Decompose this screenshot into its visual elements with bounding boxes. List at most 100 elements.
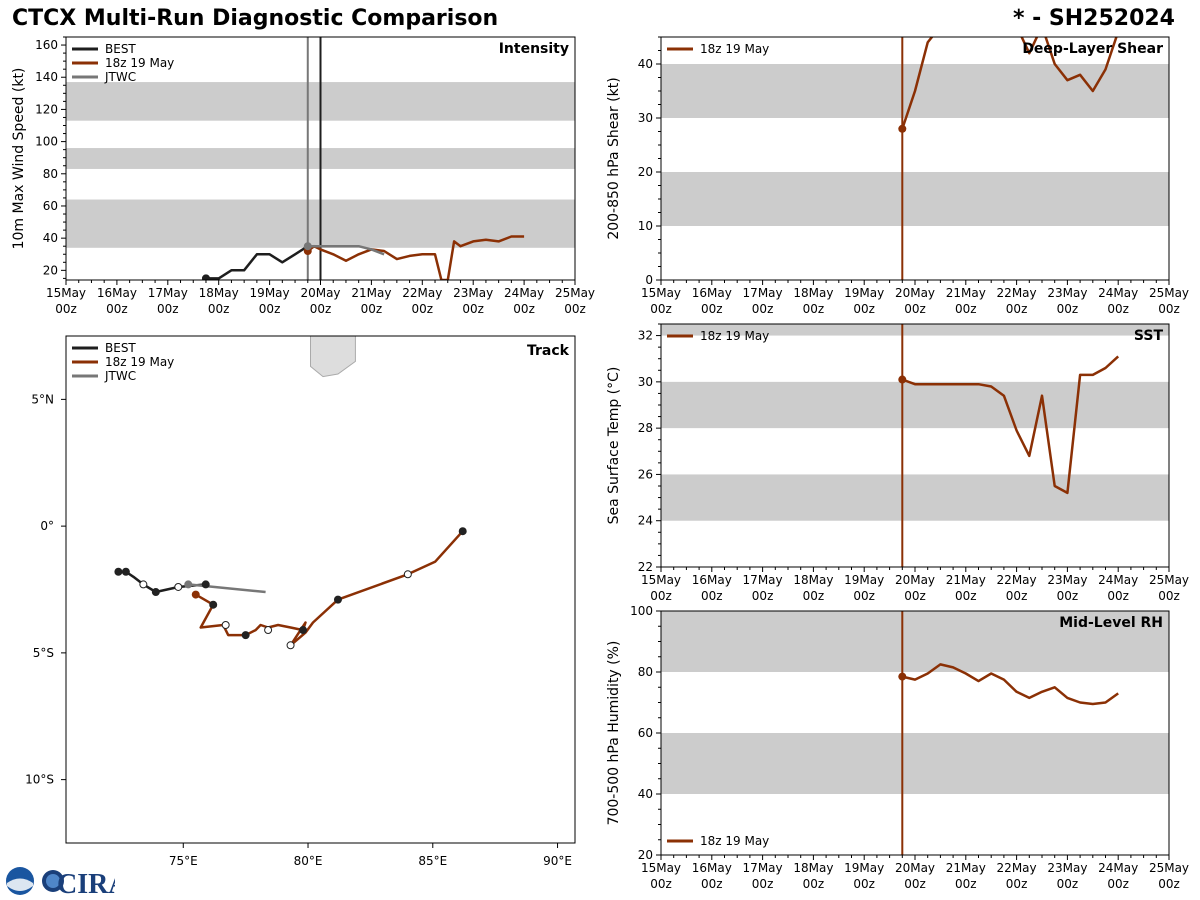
sst-xtick-label: 23May: [1047, 573, 1087, 587]
track-xtick-label: 80°E: [294, 854, 323, 868]
sst-xtick-label: 00z: [1158, 589, 1180, 603]
rh-legend-label: 18z 19 May: [700, 834, 769, 848]
shear-xtick-label: 00z: [853, 302, 875, 316]
sst-band: [661, 324, 1169, 336]
rh-xtick-label: 25May: [1149, 861, 1189, 875]
rh-xtick-label: 17May: [743, 861, 783, 875]
shear-band: [661, 172, 1169, 226]
intensity-xtick-label: 16May: [97, 286, 137, 300]
sst-series-run: [901, 355, 1120, 495]
track-point-run: [221, 620, 230, 629]
rh-xtick-label: 00z: [955, 877, 977, 891]
shear-xtick-label: 00z: [1057, 302, 1079, 316]
track-legend-label: JTWC: [104, 369, 136, 383]
track-point-run: [333, 595, 342, 604]
intensity-ytick-label: 120: [35, 102, 58, 116]
shear-xtick-label: 20May: [895, 286, 935, 300]
intensity-xtick-label: 00z: [513, 302, 535, 316]
shear-xtick-label: 23May: [1047, 286, 1087, 300]
track-point-run: [209, 600, 218, 609]
track-series-jtwc: [188, 583, 266, 594]
track-point-best: [114, 567, 123, 576]
rh-xtick-label: 23May: [1047, 861, 1087, 875]
intensity-ytick-label: 80: [43, 167, 58, 181]
rh-plot-area: [661, 611, 1169, 855]
intensity-y-axis-label: 10m Max Wind Speed (kt): [11, 68, 27, 250]
intensity-xtick-label: 22May: [402, 286, 442, 300]
shear-xtick-label: 00z: [701, 302, 723, 316]
rh-xtick-label: 16May: [692, 861, 732, 875]
intensity-xtick-label: 20May: [300, 286, 340, 300]
shear-series-run: [901, 37, 1118, 130]
intensity-ytick-label: 40: [43, 231, 58, 245]
track-point-best: [174, 582, 183, 591]
intensity-xtick-label: 00z: [361, 302, 383, 316]
cira-logo: CIRA: [6, 867, 115, 896]
track-xtick-label: 75°E: [169, 854, 198, 868]
intensity-xtick-label: 21May: [351, 286, 391, 300]
rh-ytick-label: 40: [638, 787, 653, 801]
sst-xtick-label: 19May: [844, 573, 884, 587]
sst-band: [661, 381, 1169, 429]
intensity-xtick-label: 19May: [250, 286, 290, 300]
intensity-ytick-label: 60: [43, 199, 58, 213]
intensity-xtick-label: 15May: [46, 286, 86, 300]
intensity-xtick-label: 24May: [504, 286, 544, 300]
rh-xtick-label: 19May: [844, 861, 884, 875]
rh-band: [661, 611, 1169, 672]
shear-xtick-label: 00z: [803, 302, 825, 316]
shear-ytick-label: 30: [638, 111, 653, 125]
rh-series-start-run: [898, 672, 907, 681]
track-point-run: [286, 641, 295, 650]
page-title: CTCX Multi-Run Diagnostic Comparison: [12, 6, 499, 31]
shear-xtick-label: 00z: [650, 302, 672, 316]
sst-xtick-label: 00z: [853, 589, 875, 603]
intensity-legend-label: BEST: [105, 42, 136, 56]
track-legend-label: 18z 19 May: [105, 355, 174, 369]
rh-xtick-label: 00z: [650, 877, 672, 891]
intensity-plot-area: [66, 37, 575, 280]
sst-xtick-label: 00z: [650, 589, 672, 603]
sst-xtick-label: 21May: [946, 573, 986, 587]
rh-xtick-label: 00z: [1057, 877, 1079, 891]
intensity-title: Intensity: [499, 41, 569, 57]
shear-xtick-label: 16May: [692, 286, 732, 300]
rh-band: [661, 733, 1169, 794]
sst-xtick-label: 20May: [895, 573, 935, 587]
intensity-ytick-label: 140: [35, 70, 58, 84]
sst-xtick-label: 18May: [793, 573, 833, 587]
sst-xtick-label: 00z: [1107, 589, 1129, 603]
sst-xtick-label: 15May: [641, 573, 681, 587]
intensity-ytick-label: 100: [35, 135, 58, 149]
rh-xtick-label: 00z: [1107, 877, 1129, 891]
rh-xtick-label: 00z: [803, 877, 825, 891]
shear-legend-label: 18z 19 May: [700, 42, 769, 56]
rh-xtick-label: 00z: [701, 877, 723, 891]
sst-xtick-label: 00z: [955, 589, 977, 603]
storm-id: * - SH252024: [1012, 6, 1175, 31]
track-point-run: [264, 626, 273, 635]
sst-legend-label: 18z 19 May: [700, 329, 769, 343]
shear-xtick-label: 18May: [793, 286, 833, 300]
shear-ytick-label: 10: [638, 219, 653, 233]
rh-series-run: [902, 663, 1119, 706]
sst-ytick-label: 32: [638, 329, 653, 343]
shear-xtick-label: 00z: [1158, 302, 1180, 316]
intensity-xtick-label: 00z: [208, 302, 230, 316]
rh-ytick-label: 60: [638, 726, 653, 740]
intensity-ytick-label: 20: [43, 263, 58, 277]
rh-xtick-label: 00z: [853, 877, 875, 891]
sst-series-start-run: [898, 375, 907, 384]
intensity-xtick-label: 00z: [310, 302, 332, 316]
intensity-series-start-best: [201, 274, 210, 280]
shear-ytick-label: 40: [638, 57, 653, 71]
rh-xtick-label: 24May: [1098, 861, 1138, 875]
rh-xtick-label: 00z: [1006, 877, 1028, 891]
sst-xtick-label: 25May: [1149, 573, 1189, 587]
shear-xtick-label: 21May: [946, 286, 986, 300]
sst-title: SST: [1134, 328, 1164, 344]
sst-xtick-label: 16May: [692, 573, 732, 587]
